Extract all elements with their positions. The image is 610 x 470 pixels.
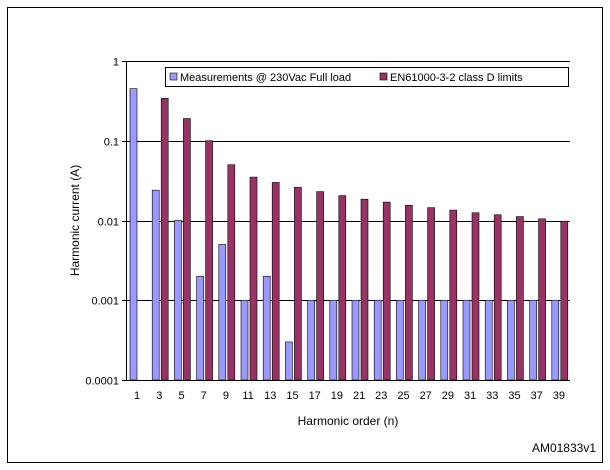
x-axis-label: Harmonic order (n) xyxy=(298,414,399,428)
bar-limit xyxy=(183,118,191,381)
x-tick-label: 15 xyxy=(286,390,298,402)
x-tick-label: 25 xyxy=(397,390,409,402)
x-tick-label: 21 xyxy=(353,390,365,402)
bar-limit xyxy=(538,218,546,381)
x-tick-label: 31 xyxy=(464,390,476,402)
x-tick-label: 23 xyxy=(375,390,387,402)
bar-limit xyxy=(405,205,413,381)
y-tick-label: 0.01 xyxy=(98,217,119,229)
x-tick-label: 17 xyxy=(309,390,321,402)
bar-limit xyxy=(449,209,458,381)
bar-limit xyxy=(382,201,391,381)
x-tick-label: 9 xyxy=(223,390,229,402)
legend-swatch-limits xyxy=(379,72,388,81)
y-tick-label: 1 xyxy=(113,57,119,69)
x-tick-label: 1 xyxy=(134,390,140,402)
bar-measurement xyxy=(551,299,560,381)
bar-measurement xyxy=(351,299,360,381)
bar-measurement xyxy=(262,275,271,381)
bar-measurement xyxy=(307,299,315,381)
bar-measurement xyxy=(373,299,382,381)
legend-label-measurements: Measurements @ 230Vac Full load xyxy=(180,72,351,84)
y-tick-label: 0.001 xyxy=(91,296,119,308)
bar-measurement xyxy=(329,299,338,381)
x-tick-label: 33 xyxy=(486,390,498,402)
bar-measurement xyxy=(484,299,493,381)
bar-limit xyxy=(160,98,169,381)
bar-limit xyxy=(360,198,369,381)
bars xyxy=(129,88,569,381)
y-axis-label: Harmonic current (A) xyxy=(68,165,82,276)
bar-limit xyxy=(271,182,280,381)
bar-limit xyxy=(493,214,502,381)
bar-limit xyxy=(316,191,324,381)
bar-limit xyxy=(560,220,569,381)
x-tick-label: 13 xyxy=(264,390,276,402)
legend: Measurements @ 230Vac Full load EN61000-… xyxy=(165,67,569,87)
x-tick-label: 7 xyxy=(201,390,207,402)
y-tick-label: 0.0001 xyxy=(85,376,119,388)
x-tick-label: 19 xyxy=(331,390,343,402)
bar-limit xyxy=(205,140,213,381)
bar-measurement xyxy=(285,341,293,381)
bar-limit xyxy=(471,212,480,381)
x-tick-label: 35 xyxy=(508,390,520,402)
bar-measurement xyxy=(240,299,249,381)
bar-limit xyxy=(338,195,347,381)
x-tick-label: 3 xyxy=(156,390,162,402)
bar-measurement xyxy=(418,299,426,381)
bar-measurement xyxy=(440,299,449,381)
bar-measurement xyxy=(529,299,537,381)
legend-label-limits: EN61000-3-2 class D limits xyxy=(390,72,523,84)
axes xyxy=(122,61,570,381)
x-tick-label: 39 xyxy=(553,390,565,402)
x-tick-label: 27 xyxy=(420,390,432,402)
bar-measurement xyxy=(174,220,182,381)
bar-measurement xyxy=(151,189,160,381)
x-tick-label: 37 xyxy=(531,390,543,402)
bar-limit xyxy=(294,187,302,381)
x-tick-label: 5 xyxy=(178,390,184,402)
legend-box xyxy=(165,67,569,87)
bar-limit xyxy=(227,164,236,381)
legend-swatch-measurements xyxy=(169,72,178,81)
figure-frame xyxy=(7,7,603,463)
figure-reference: AM01833v1 xyxy=(532,441,596,455)
bar-limit xyxy=(249,176,258,381)
bar-measurement xyxy=(507,299,515,381)
bar-measurement xyxy=(196,275,204,381)
bar-measurement xyxy=(129,88,138,381)
bar-measurement xyxy=(396,299,404,381)
bar-limit xyxy=(516,216,524,381)
bar-measurement xyxy=(462,299,471,381)
bar-limit xyxy=(427,207,435,381)
gridlines xyxy=(126,61,570,301)
x-tick-label: 29 xyxy=(442,390,454,402)
bar-measurement xyxy=(218,244,227,381)
x-tick-label: 11 xyxy=(242,390,253,402)
y-tick-label: 0.1 xyxy=(104,137,119,149)
